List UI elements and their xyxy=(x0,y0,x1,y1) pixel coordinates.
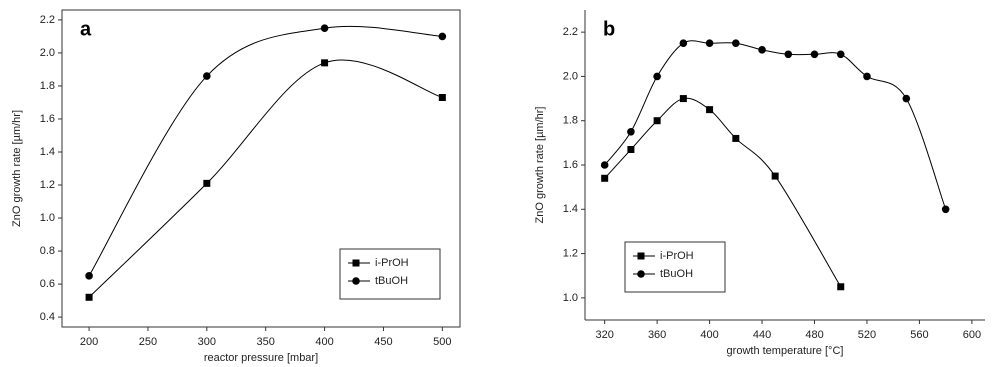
marker-square xyxy=(837,283,845,291)
x-tick-label: 350 xyxy=(257,336,275,348)
x-tick-label: 300 xyxy=(198,336,216,348)
x-tick-label: 200 xyxy=(80,336,98,348)
panel-label: a xyxy=(80,18,92,40)
x-tick-label: 520 xyxy=(858,329,876,341)
marker-circle xyxy=(679,39,688,48)
panel-label: b xyxy=(603,18,615,40)
x-axis-label: reactor pressure [mbar] xyxy=(204,352,318,364)
marker-circle xyxy=(836,50,845,59)
marker-square xyxy=(679,95,687,103)
marker-circle xyxy=(732,39,740,48)
marker-circle xyxy=(653,72,661,81)
y-tick-label: 1.4 xyxy=(40,146,55,158)
marker-circle xyxy=(810,50,819,59)
marker-square xyxy=(321,59,329,67)
x-tick-label: 450 xyxy=(374,336,392,348)
y-tick-label: 1.0 xyxy=(563,292,578,304)
series-line xyxy=(604,40,947,210)
marker-square xyxy=(771,172,779,180)
x-tick-label: 440 xyxy=(753,329,771,341)
legend-box xyxy=(339,248,441,300)
y-tick-label: 1.8 xyxy=(40,80,55,92)
y-tick-label: 0.4 xyxy=(40,311,55,323)
series-line xyxy=(604,97,842,288)
y-tick-label: 2.0 xyxy=(563,70,578,82)
marker-circle xyxy=(637,270,645,278)
y-tick-label: 0.6 xyxy=(40,278,55,290)
legend-label: i-PrOH xyxy=(660,250,694,262)
marker-circle xyxy=(203,72,211,80)
y-axis-label: ZnO growth rate [µm/hr] xyxy=(11,110,23,227)
y-tick-label: 1.4 xyxy=(563,203,578,215)
marker-circle xyxy=(627,127,635,136)
y-tick-label: 1.2 xyxy=(563,247,578,259)
legend-label: i-PrOH xyxy=(375,257,409,269)
marker-square xyxy=(438,94,446,102)
x-tick-label: 500 xyxy=(433,336,451,348)
marker-circle xyxy=(758,46,766,54)
marker-square xyxy=(653,117,661,125)
marker-circle xyxy=(863,72,871,81)
x-tick-label: 600 xyxy=(963,329,981,341)
y-tick-label: 1.6 xyxy=(40,113,55,125)
marker-circle xyxy=(320,24,329,32)
legend-label: tBuOH xyxy=(660,268,693,280)
marker-square xyxy=(601,174,609,182)
marker-circle xyxy=(85,272,93,280)
x-tick-label: 320 xyxy=(595,329,613,341)
y-tick-label: 0.8 xyxy=(40,245,55,257)
x-tick-label: 480 xyxy=(805,329,823,341)
marker-square xyxy=(627,146,635,153)
x-axis-label: growth temperature [°C] xyxy=(727,345,844,357)
legend-box xyxy=(624,241,726,293)
y-axis-label: ZnO growth rate [µm/hr] xyxy=(534,107,546,224)
y-tick-label: 2.2 xyxy=(563,26,578,38)
x-tick-label: 400 xyxy=(700,329,718,341)
x-tick-label: 360 xyxy=(648,329,666,341)
y-tick-label: 2.2 xyxy=(40,14,55,26)
y-tick-label: 2.0 xyxy=(40,47,55,59)
x-tick-label: 560 xyxy=(910,329,928,341)
y-tick-label: 1.2 xyxy=(40,179,55,191)
marker-circle xyxy=(438,32,447,41)
y-tick-label: 1.6 xyxy=(563,159,578,171)
marker-square xyxy=(85,293,93,301)
series-line xyxy=(88,25,443,277)
marker-circle xyxy=(941,205,950,214)
marker-circle xyxy=(705,39,714,48)
marker-square xyxy=(732,134,740,142)
y-tick-label: 1.8 xyxy=(563,115,578,127)
legend-label: tBuOH xyxy=(375,275,408,287)
marker-circle xyxy=(352,277,360,285)
marker-square xyxy=(352,259,360,267)
marker-circle xyxy=(902,94,911,103)
x-tick-label: 400 xyxy=(315,336,333,348)
series-line xyxy=(88,59,443,298)
plot-frame xyxy=(61,9,461,328)
marker-square xyxy=(637,252,645,260)
marker-square xyxy=(706,106,714,114)
marker-circle xyxy=(600,161,609,169)
x-tick-label: 250 xyxy=(139,336,157,348)
y-tick-label: 1.0 xyxy=(40,212,55,224)
marker-square xyxy=(203,179,211,187)
marker-circle xyxy=(784,50,793,59)
